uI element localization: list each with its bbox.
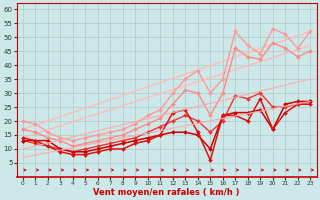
X-axis label: Vent moyen/en rafales ( km/h ): Vent moyen/en rafales ( km/h ) [93, 188, 240, 197]
